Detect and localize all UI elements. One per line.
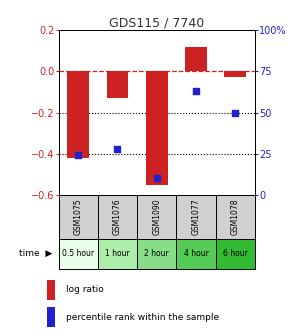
Bar <box>216 195 255 239</box>
Bar <box>107 72 128 98</box>
Bar <box>185 47 207 72</box>
Text: GSM1090: GSM1090 <box>152 198 161 235</box>
Bar <box>67 72 89 158</box>
Point <box>194 88 198 94</box>
Text: GSM1076: GSM1076 <box>113 198 122 235</box>
Text: GSM1078: GSM1078 <box>231 199 240 235</box>
Title: GDS115 / 7740: GDS115 / 7740 <box>109 16 205 29</box>
Bar <box>137 195 176 239</box>
Point <box>233 110 238 115</box>
Bar <box>59 195 98 239</box>
Bar <box>224 72 246 77</box>
Bar <box>176 195 216 239</box>
Point <box>115 146 120 152</box>
Bar <box>47 307 55 327</box>
Text: 6 hour: 6 hour <box>223 249 248 258</box>
Point <box>76 153 81 158</box>
Bar <box>98 239 137 269</box>
Bar <box>137 239 176 269</box>
Text: 0.5 hour: 0.5 hour <box>62 249 94 258</box>
Bar <box>216 239 255 269</box>
Bar <box>47 280 55 299</box>
Text: GSM1075: GSM1075 <box>74 198 83 235</box>
Bar <box>98 195 137 239</box>
Text: 4 hour: 4 hour <box>184 249 208 258</box>
Text: time  ▶: time ▶ <box>20 249 53 258</box>
Text: 1 hour: 1 hour <box>105 249 130 258</box>
Bar <box>59 239 98 269</box>
Bar <box>146 72 168 184</box>
Text: log ratio: log ratio <box>66 285 104 294</box>
Text: GSM1077: GSM1077 <box>192 198 200 235</box>
Text: 2 hour: 2 hour <box>144 249 169 258</box>
Point <box>154 176 159 181</box>
Bar <box>176 239 216 269</box>
Text: percentile rank within the sample: percentile rank within the sample <box>66 313 219 322</box>
